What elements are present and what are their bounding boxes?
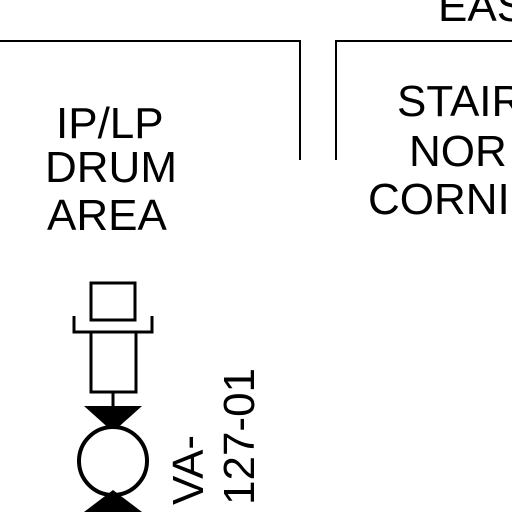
right-area-label-line-1: STAIR <box>397 77 512 126</box>
valve-tag-line-1: VA- <box>164 434 213 505</box>
right-area-label-line-2: NOR <box>409 127 507 176</box>
top-cropped-label: EAS <box>438 0 512 31</box>
right-area-label-line-3: CORNI <box>368 175 510 224</box>
right-room-boundary <box>335 40 512 160</box>
left-area-label-line-2: DRUM <box>45 143 177 192</box>
left-area-label-line-3: AREA <box>47 191 167 240</box>
left-room-boundary <box>0 40 301 160</box>
valve-tag-line-2: 127-01 <box>215 367 264 505</box>
valve-actuator-icon <box>72 281 154 406</box>
left-area-label-line-1: IP/LP <box>56 99 164 148</box>
valve-body-icon <box>77 406 149 512</box>
